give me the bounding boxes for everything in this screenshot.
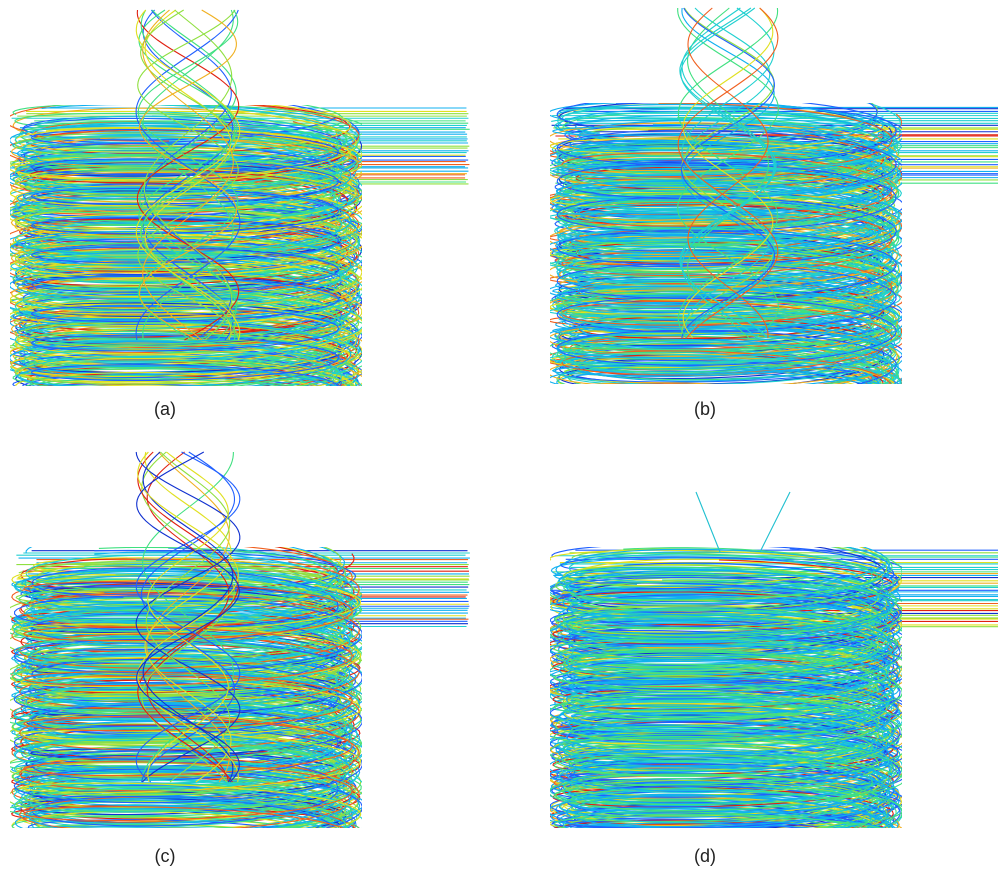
streamline (696, 492, 720, 552)
panel-c (7, 452, 470, 846)
panel-label: (d) (694, 846, 716, 866)
panel-a (6, 10, 470, 403)
panel-b (546, 8, 998, 401)
panel-label: (a) (154, 399, 176, 419)
panel-label: (c) (155, 846, 176, 866)
figure: (a) (b) (c) (d) (0, 0, 998, 878)
panel-d (545, 492, 998, 846)
panel-label: (b) (694, 399, 716, 419)
streamline (760, 492, 790, 552)
